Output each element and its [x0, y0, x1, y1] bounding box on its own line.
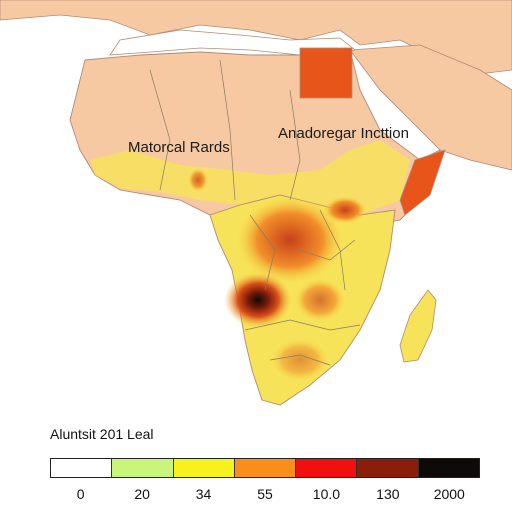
legend-tick-label: 0	[76, 486, 85, 502]
legend-color-bar	[50, 458, 480, 478]
egypt-region	[299, 47, 353, 99]
legend-tick-label: 130	[376, 486, 400, 502]
region-label-east: Anadoregar Incttion	[278, 125, 409, 142]
sahel-band	[90, 140, 410, 215]
country-borders	[149, 59, 361, 366]
legend-swatch	[234, 459, 297, 477]
horn-region	[399, 149, 446, 216]
legend-ticks: 0 20 34 55 10.0 130 2000	[50, 486, 480, 506]
heat-spot-east	[323, 196, 367, 224]
europe-land	[0, 0, 512, 76]
middle-east-land	[349, 44, 512, 171]
heat-spot-south	[270, 338, 330, 382]
heat-spot-core	[224, 272, 292, 328]
africa-heat-map	[0, 0, 512, 406]
legend-tick-label: 55	[257, 486, 273, 502]
heat-spot-central	[235, 195, 345, 285]
legend-tick-label: 20	[134, 486, 150, 502]
madagascar-island	[399, 289, 437, 363]
legend-tick-label: 2000	[433, 486, 465, 502]
legend-swatch	[112, 459, 174, 477]
legend-title: Aluntsit 201 Leal	[50, 426, 154, 442]
legend-swatch	[173, 459, 235, 477]
heat-spot-west	[188, 168, 208, 192]
legend-swatch	[296, 459, 358, 477]
legend-swatch	[51, 459, 113, 477]
legend-tick-label: 10.0	[312, 486, 341, 502]
legend-swatch	[357, 459, 419, 477]
legend-tick-label: 34	[195, 486, 212, 502]
heat-spot-mid	[294, 278, 346, 322]
region-label-west: Matorcal Rards	[128, 139, 230, 156]
legend-swatch	[418, 459, 479, 477]
